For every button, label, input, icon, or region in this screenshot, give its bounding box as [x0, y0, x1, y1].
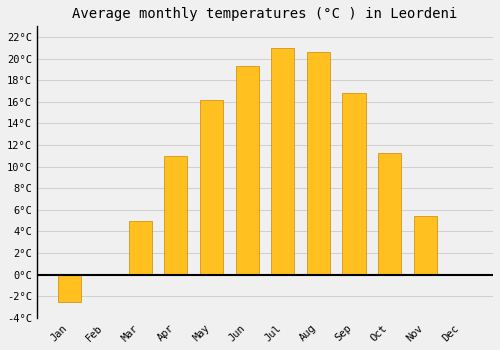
Bar [271, 48, 294, 275]
Bar [58, 275, 80, 302]
Bar [128, 220, 152, 275]
Bar [200, 100, 223, 275]
Bar [342, 93, 365, 275]
Bar [378, 153, 401, 275]
Bar [164, 156, 188, 275]
Title: Average monthly temperatures (°C ) in Leordeni: Average monthly temperatures (°C ) in Le… [72, 7, 458, 21]
Bar [307, 52, 330, 275]
Bar [414, 216, 436, 275]
Bar [236, 66, 258, 275]
